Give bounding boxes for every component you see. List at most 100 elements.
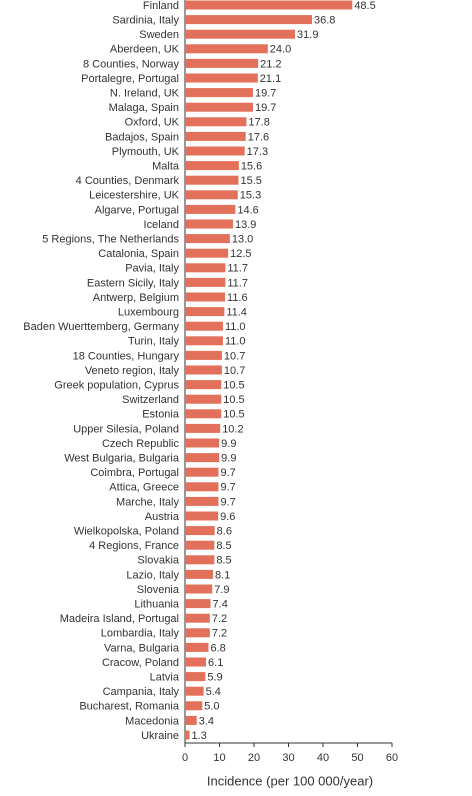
y-tick-label: Bucharest, Romania [79, 701, 180, 713]
y-tick-label: Pavia, Italy [125, 263, 179, 275]
bar [185, 29, 296, 39]
bar [185, 657, 207, 667]
bar [185, 496, 219, 506]
bar [185, 175, 239, 185]
bar [185, 117, 247, 127]
value-label: 9.7 [220, 482, 235, 494]
y-tick-label: Attica, Greece [109, 482, 179, 494]
value-label: 5.4 [206, 686, 221, 698]
value-label: 11.7 [227, 277, 248, 289]
y-tick-label: Iceland [144, 219, 179, 231]
value-label: 21.2 [260, 58, 281, 70]
x-tick-label: 30 [282, 752, 294, 764]
bar [185, 350, 222, 360]
y-tick-label: Catalonia, Spain [98, 248, 179, 260]
value-label: 15.6 [241, 161, 262, 173]
y-tick-label: Upper Silesia, Poland [73, 423, 179, 435]
y-tick-label: Macedonia [125, 715, 180, 727]
value-label: 15.5 [240, 175, 261, 187]
y-tick-label: Badajos, Spain [105, 131, 179, 143]
y-tick-label: Cracow, Poland [102, 657, 179, 669]
bar [185, 584, 213, 594]
y-tick-label: Sardinia, Italy [112, 15, 179, 27]
bar [185, 365, 222, 375]
bar [185, 219, 233, 229]
y-tick-label: Leicestershire, UK [89, 190, 180, 202]
value-label: 9.7 [220, 467, 235, 479]
bar [185, 204, 236, 214]
value-label: 11.0 [225, 336, 246, 348]
value-label: 12.5 [230, 248, 251, 260]
value-label: 19.7 [255, 102, 276, 114]
y-tick-label: Ukraine [141, 730, 179, 742]
bar [185, 701, 203, 711]
y-tick-label: Coimbra, Portugal [90, 467, 179, 479]
y-tick-label: Lithuania [134, 599, 180, 611]
value-label: 10.2 [222, 423, 243, 435]
value-label: 9.7 [220, 496, 235, 508]
bar [185, 686, 204, 696]
y-tick-label: Greek population, Cyprus [54, 380, 179, 392]
bar [185, 423, 221, 433]
value-label: 13.0 [232, 234, 253, 246]
value-label: 15.3 [240, 190, 261, 202]
bar [185, 569, 213, 579]
y-tick-label: Finland [143, 0, 179, 12]
y-tick-label: Aberdeen, UK [110, 44, 180, 56]
bar [185, 453, 220, 463]
bar [185, 73, 258, 83]
value-label: 17.3 [247, 146, 268, 158]
bar [185, 599, 211, 609]
value-label: 6.1 [208, 657, 223, 669]
bar [185, 307, 225, 317]
y-tick-label: Portalegre, Portugal [81, 73, 179, 85]
y-tick-label: Lazio, Italy [126, 569, 179, 581]
bar [185, 672, 206, 682]
value-label: 17.8 [248, 117, 269, 129]
bar [185, 0, 353, 10]
bar [185, 511, 219, 521]
x-tick-label: 0 [182, 752, 188, 764]
bar [185, 234, 230, 244]
value-label: 6.8 [210, 642, 225, 654]
bar [185, 613, 210, 623]
value-label: 9.6 [220, 511, 235, 523]
value-label: 13.9 [235, 219, 256, 231]
x-tick-label: 40 [317, 752, 329, 764]
value-label: 7.2 [212, 613, 227, 625]
value-label: 9.9 [221, 453, 236, 465]
value-label: 7.9 [214, 584, 229, 596]
y-tick-label: Estonia [142, 409, 180, 421]
value-label: 7.2 [212, 628, 227, 640]
y-tick-label: Wielkopolska, Poland [74, 526, 179, 538]
bar [185, 380, 222, 390]
y-tick-label: Slovakia [137, 555, 179, 567]
y-tick-label: 8 Counties, Norway [83, 58, 179, 70]
bar [185, 58, 259, 68]
bar [185, 730, 190, 740]
y-tick-label: Luxembourg [118, 307, 179, 319]
y-tick-label: N. Ireland, UK [110, 88, 180, 100]
value-label: 36.8 [314, 15, 335, 27]
y-tick-label: Czech Republic [102, 438, 180, 450]
value-label: 48.5 [354, 0, 375, 12]
y-tick-label: Plymouth, UK [112, 146, 180, 158]
y-tick-label: Baden Wuerttemberg, Germany [23, 321, 179, 333]
x-tick-label: 50 [351, 752, 363, 764]
y-tick-label: Marche, Italy [116, 496, 179, 508]
value-label: 8.5 [216, 540, 231, 552]
value-label: 9.9 [221, 438, 236, 450]
value-label: 8.5 [216, 555, 231, 567]
bar [185, 131, 246, 141]
y-tick-label: Austria [145, 511, 180, 523]
value-label: 11.7 [227, 263, 248, 275]
y-tick-label: 4 Regions, France [89, 540, 179, 552]
bar [185, 102, 253, 112]
bar [185, 88, 253, 98]
value-label: 17.6 [248, 131, 269, 143]
y-tick-label: Eastern Sicily, Italy [87, 277, 180, 289]
y-tick-label: Malaga, Spain [109, 102, 179, 114]
y-tick-label: Sweden [139, 29, 179, 41]
value-label: 3.4 [199, 715, 214, 727]
bar [185, 277, 226, 287]
